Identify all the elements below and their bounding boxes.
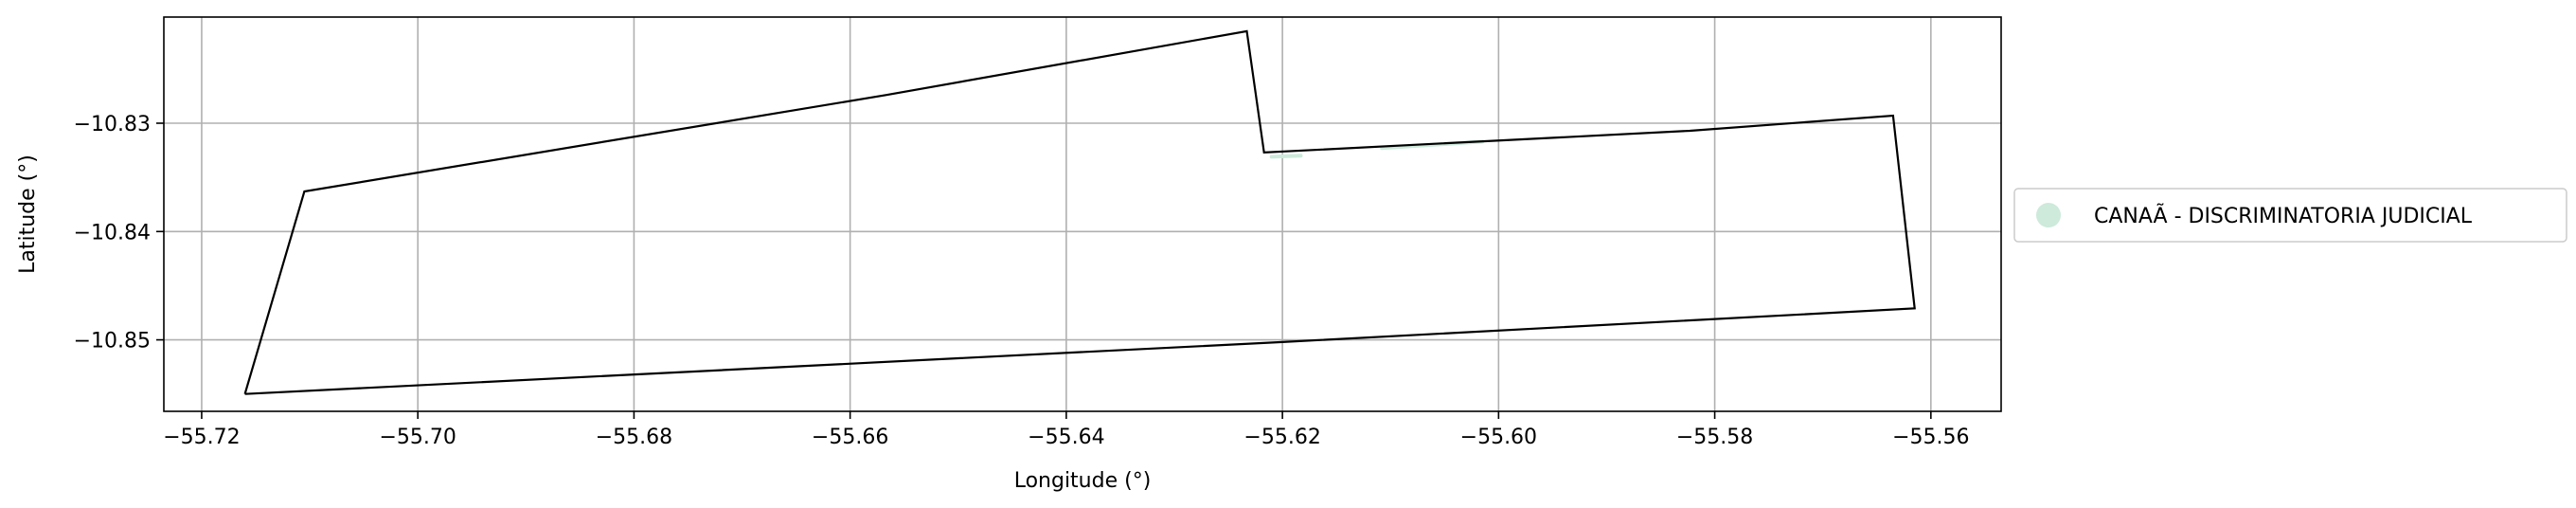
- x-tick-label: −55.56: [1892, 426, 1969, 449]
- x-tick-label: −55.66: [812, 426, 888, 449]
- legend-entry-label: CANAÃ - DISCRIMINATORIA JUDICIAL: [2094, 203, 2473, 228]
- x-tick-label: −55.72: [163, 426, 240, 449]
- y-tick-label: −10.85: [74, 330, 151, 354]
- grid-lines: [164, 17, 2001, 411]
- x-axis-label: Longitude (°): [1014, 469, 1152, 493]
- plot-frame: [163, 16, 2002, 412]
- y-tick-label: −10.83: [74, 113, 151, 136]
- y-axis-label: Latitude (°): [16, 154, 40, 274]
- legend-marker: [2036, 203, 2061, 227]
- x-tick-label: −55.64: [1028, 426, 1104, 449]
- boundary-outline: [243, 29, 1916, 395]
- plot-data: [243, 29, 1916, 395]
- x-tick-label: −55.70: [379, 426, 456, 449]
- axis-ticks: −55.72 −55.70 −55.68 −55.66 −55.64 −55.62 −55.…: [74, 113, 1970, 449]
- x-tick-label: −55.62: [1243, 426, 1320, 449]
- parcel-segment: [1269, 154, 1303, 159]
- legend: CANAÃ - DISCRIMINATORIA JUDICIAL: [2013, 188, 2567, 243]
- x-tick-label: −55.68: [596, 426, 672, 449]
- x-tick-label: −55.60: [1460, 426, 1537, 449]
- legend-box: [2013, 188, 2567, 243]
- y-tick-label: −10.84: [74, 221, 151, 245]
- x-tick-label: −55.58: [1676, 426, 1753, 449]
